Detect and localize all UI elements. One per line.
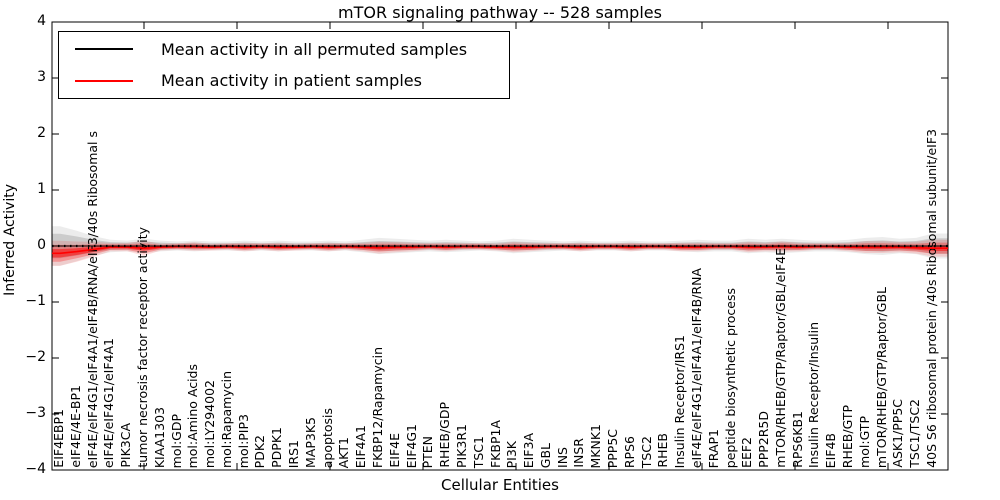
legend-label-permuted: Mean activity in all permuted samples [161,39,468,59]
plot-title: mTOR signaling pathway -- 528 samples [338,3,662,22]
x-category-label: FKBP1A [487,419,503,468]
x-category-label: PDPK1 [269,427,285,468]
x-category-label: RHEB [655,433,671,468]
patient-band-mid [52,242,948,262]
x-category-label: ASK1/PP5C [890,399,906,468]
legend: Mean activity in all permuted samples Me… [58,31,510,99]
x-category-label: peptide biosynthetic process [722,287,738,468]
x-category-label: PI3K [504,440,520,468]
legend-line-sample-black [75,48,133,51]
x-category-label: mol:Rapamycin [218,370,234,468]
x-category-label: EIF3A [521,432,537,468]
x-category-label: KIAA1303 [151,406,167,468]
x-category-label: eIF4E/4E-BP1 [67,385,83,468]
x-category-label: AKT1 [336,436,352,468]
y-tick-label: 4 [37,13,46,29]
y-tick-label: −4 [25,461,46,477]
legend-label-patient: Mean activity in patient samples [161,71,422,91]
x-category-label: MKNK1 [588,423,604,468]
patient-mean-line [52,245,948,255]
x-category-label: mol:GDP [168,413,184,468]
x-category-label: Insulin Receptor/IRS1 [672,334,688,468]
x-category-label: eIF4E/eIF4G1/eIF4A1/eIF4B/RNA [688,267,704,468]
x-category-label: apoptosis [319,407,335,468]
x-category-label: INSR [571,438,587,468]
x-category-label: GBL [537,442,553,468]
x-category-label: mol:GTP [856,416,872,468]
x-category-label: TSC1 [470,435,486,468]
x-category-label: RHEB/GTP [840,404,856,468]
permuted-band-inner [52,233,948,259]
y-tick-label: 1 [37,181,46,197]
x-category-label: PTEN [420,435,436,468]
x-category-label: mol:LY294002 [202,379,218,468]
x-category-label: mol:Amino Acids [185,363,201,468]
x-category-label: Insulin Receptor/Insulin [806,321,822,468]
x-category-label: PIK3R1 [453,423,469,468]
x-category-label: EEF2 [739,437,755,468]
x-category-label: mTOR/RHEB/GTP/Raptor/GBL [873,286,889,468]
x-category-label: MAP3K5 [302,417,318,468]
y-tick-label: −3 [25,405,46,421]
x-category-label: PPP2R5D [756,411,772,468]
x-category-label: eIF4E/eIF4G1/eIF4A1 [101,337,117,468]
x-category-label: EIF4A1 [353,424,369,468]
x-category-label: RPS6 [621,435,637,468]
x-category-label: EIF4G1 [403,423,419,468]
x-axis-label: Cellular Entities [441,476,559,494]
x-category-label: EIF4E [386,433,402,468]
x-category-label: INS [554,447,570,468]
patient-band-outer [52,239,948,266]
x-category-label: 40S S6 ribosomal protein /40s Ribosomal … [924,129,939,468]
x-category-label: EIF4B [823,432,839,468]
x-category-label: TSC2 [638,435,654,468]
legend-item-patient: Mean activity in patient samples [59,67,509,95]
x-category-label: tumor necrosis factor receptor activity [134,227,150,468]
x-category-label: mTOR/RHEB/GTP/Raptor/GBL/eIF4E [772,248,788,468]
x-category-label: PIK3CA [118,423,134,468]
legend-item-permuted: Mean activity in all permuted samples [59,35,509,63]
x-category-label: RPS6KB1 [789,411,805,468]
x-category-label: PDK2 [252,434,268,468]
x-category-label: EIF4EBP1 [51,409,66,468]
x-category-label: PPP5C [605,428,621,468]
patient-band-inner [52,244,948,258]
x-category-label: TSC1/TSC2 [907,399,923,468]
legend-line-sample-red [75,79,133,82]
y-tick-label: −2 [25,349,46,365]
y-tick-label: 2 [37,125,46,141]
x-category-label: eIF4E/eIF4G1/eIF4A1/eIF4B/RNA/eIF3/40s R… [84,130,100,468]
x-category-label: FKBP12/Rapamycin [369,346,385,468]
y-tick-label: 3 [37,69,46,85]
x-category-label: mol:PIP3 [235,413,251,468]
x-category-label: IRS1 [286,439,302,468]
x-category-label: RHEB/GDP [437,402,453,468]
y-tick-label: −1 [25,293,46,309]
permuted-band-outer [52,226,948,266]
x-category-label: FRAP1 [705,428,721,468]
y-tick-label: 0 [37,237,46,253]
